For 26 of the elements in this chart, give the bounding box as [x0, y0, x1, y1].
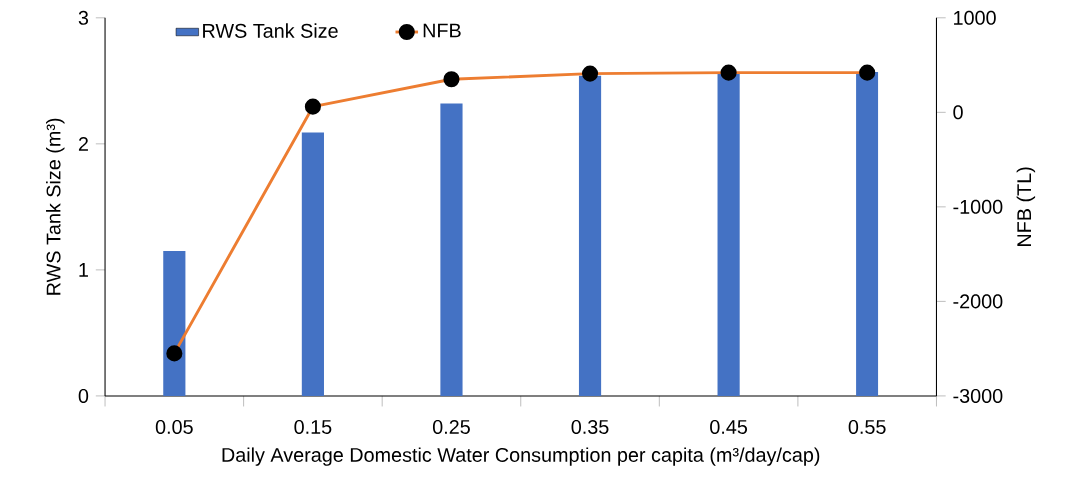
legend-label: NFB — [423, 23, 461, 38]
bar — [163, 251, 186, 396]
y-axis-title: RWS Tank Size (m³) — [46, 118, 65, 295]
y2-tick-label: -3000 — [953, 388, 1003, 403]
y2-tick-label: -2000 — [953, 294, 1003, 309]
x-tick-label: 0.55 — [848, 419, 886, 434]
bar — [440, 103, 463, 396]
y2-tick-label: 1000 — [954, 10, 996, 25]
y-tick-label: 0 — [78, 388, 89, 403]
x-tick-label: 0.25 — [432, 419, 470, 434]
bar — [301, 132, 324, 396]
x-tick-label: 0.45 — [710, 419, 748, 434]
y-tick-label: 2 — [78, 136, 88, 151]
legend-label: RWS Tank Size — [203, 23, 338, 38]
y2-tick-label: -1000 — [953, 199, 1003, 214]
bar — [717, 72, 740, 396]
bar — [856, 72, 879, 396]
y-tick-label: 1 — [79, 263, 88, 277]
y2-tick-label: 0 — [953, 105, 963, 120]
y-tick-label: 3 — [78, 10, 89, 25]
x-tick-label: 0.15 — [294, 419, 332, 434]
y2-axis-title: NFB (TL) — [1016, 167, 1036, 246]
bar — [578, 75, 602, 396]
x-tick-label: 0.35 — [571, 419, 609, 434]
x-tick-label: 0.05 — [155, 419, 193, 434]
x-axis-title: Daily Average Domestic Water Consumption per capita (m³/day/cap) — [222, 447, 820, 466]
